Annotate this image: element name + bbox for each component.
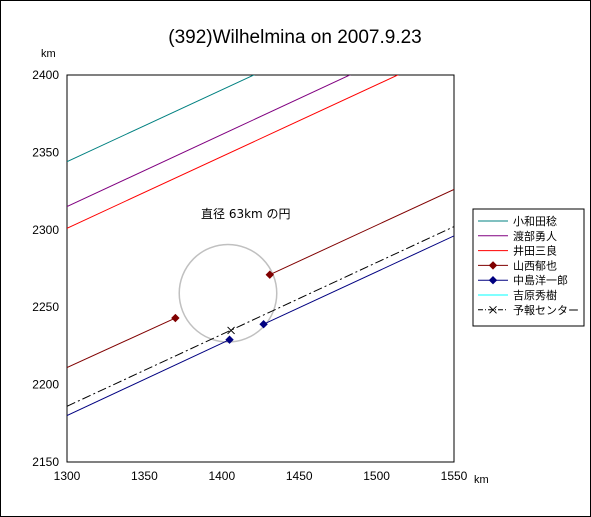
chart-title: (392)Wilhelmina on 2007.9.23 — [168, 27, 422, 48]
legend-marker — [489, 305, 497, 314]
legend-label: 山西郁也 — [513, 258, 557, 272]
series-line-3-0 — [67, 317, 176, 369]
legend-label: 予報センター — [513, 304, 579, 317]
series-marker-4-1 — [259, 320, 268, 329]
series-line-1-0 — [67, 75, 352, 208]
plot-area — [66, 74, 455, 463]
series-marker-3-0 — [171, 313, 180, 323]
y-tick-label: 2150 — [32, 455, 59, 469]
x-tick-label: 1400 — [208, 469, 235, 483]
y-axis-unit-label: km — [41, 48, 56, 60]
legend-label: 小和田稔 — [513, 214, 557, 228]
legend-label: 渡部勇人 — [513, 229, 557, 243]
legend-label: 中島洋一郎 — [513, 273, 568, 287]
y-axis-ticks: 2150 2200 2250 2300 2350 2400 — [32, 68, 59, 469]
legend-marker — [488, 275, 498, 285]
series-line-4-0 — [67, 339, 230, 417]
x-axis-ticks: 1300 1350 1400 1450 1500 1550 — [54, 469, 468, 483]
x-tick-label: 1450 — [286, 469, 313, 483]
series-line-6-0 — [67, 226, 454, 407]
x-tick-label: 1300 — [54, 469, 81, 483]
series-marker-6-0 — [227, 326, 235, 335]
legend-marker — [488, 261, 498, 270]
series-line-2-0 — [67, 75, 399, 229]
legend-label: 井田三良 — [513, 244, 557, 258]
y-tick-label: 2200 — [32, 378, 59, 392]
x-tick-label: 1500 — [363, 469, 390, 483]
x-tick-label: 1550 — [441, 469, 468, 483]
series-marker-3-1 — [265, 270, 274, 279]
x-tick-label: 1350 — [131, 469, 158, 483]
legend-label: 吉原秀樹 — [513, 289, 557, 302]
y-tick-label: 2300 — [32, 223, 59, 237]
x-axis-unit-label: km — [474, 474, 489, 486]
series-marker-4-0 — [225, 335, 234, 344]
plot-content — [67, 75, 454, 417]
y-tick-label: 2400 — [32, 68, 59, 82]
series-line-0-0 — [67, 75, 256, 163]
y-tick-label: 2350 — [32, 145, 59, 159]
y-tick-label: 2250 — [32, 300, 59, 314]
circle-annotation: 直径 63km の円 — [201, 207, 291, 221]
series-line-3-1 — [269, 188, 454, 276]
series-line-4-1 — [263, 235, 454, 325]
